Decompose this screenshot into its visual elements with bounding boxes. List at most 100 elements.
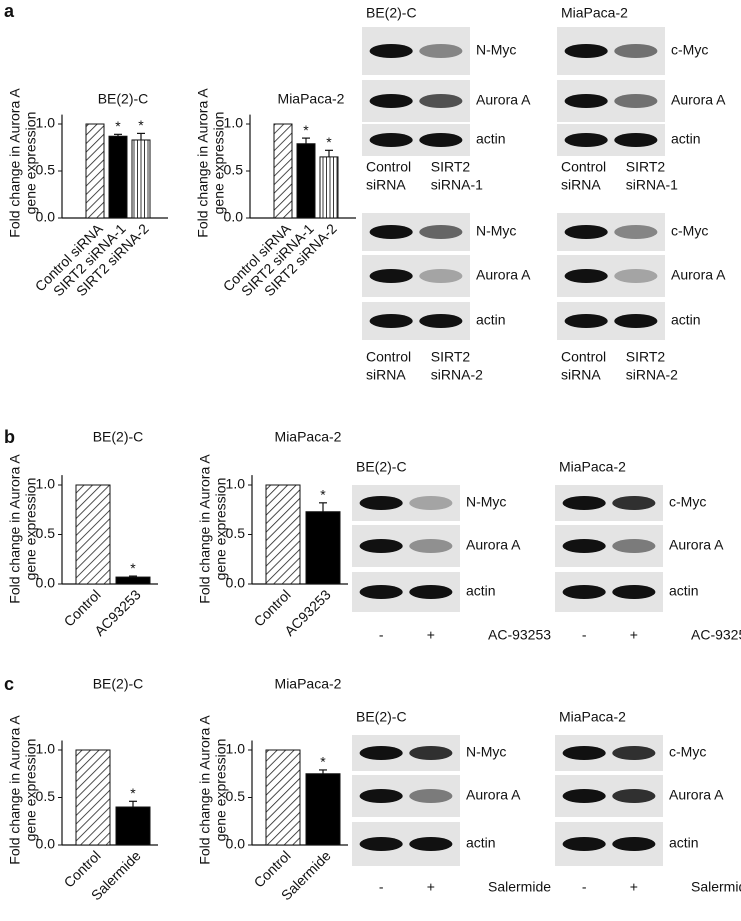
blot-band bbox=[419, 314, 463, 328]
lane-label: + bbox=[427, 879, 435, 895]
y-tick-label: 0.5 bbox=[36, 162, 56, 178]
blot-band bbox=[562, 539, 606, 553]
blot-band bbox=[564, 314, 608, 328]
blot-row-label: actin bbox=[476, 131, 506, 147]
y-tick-label: 0.0 bbox=[36, 836, 56, 852]
blot-row-label: Aurora A bbox=[669, 787, 724, 803]
chart-title: MiaPaca-2 bbox=[278, 91, 345, 107]
blot-title: BE(2)-C bbox=[356, 459, 407, 475]
blot-band bbox=[564, 94, 608, 108]
blot-row-label: c-Myc bbox=[669, 494, 706, 510]
lane-label: siRNA-1 bbox=[431, 177, 483, 193]
blot-band bbox=[359, 789, 403, 803]
lane-label: siRNA-2 bbox=[626, 367, 678, 383]
significance-label: * bbox=[130, 560, 136, 576]
blot-band bbox=[409, 585, 453, 599]
treatment-label: AC-93253 bbox=[691, 627, 741, 643]
y-tick-label: 1.0 bbox=[36, 115, 56, 131]
lane-label: siRNA bbox=[366, 367, 406, 383]
blot-band bbox=[369, 44, 413, 58]
blot-row-label: Aurora A bbox=[476, 267, 531, 283]
blot-row-label: c-Myc bbox=[671, 223, 708, 239]
blot-band bbox=[562, 837, 606, 851]
bar bbox=[108, 135, 128, 219]
panel-label: c bbox=[4, 674, 14, 694]
blot-band bbox=[612, 496, 656, 510]
bar bbox=[296, 143, 316, 219]
y-tick-label: 1.0 bbox=[224, 115, 244, 131]
treatment-label: AC-93253 bbox=[488, 627, 551, 643]
blot-row-label: actin bbox=[669, 835, 699, 851]
blot-band bbox=[419, 269, 463, 283]
blot-title: MiaPaca-2 bbox=[559, 459, 626, 475]
blot-band bbox=[612, 789, 656, 803]
blot-band bbox=[419, 225, 463, 239]
y-tick-label: 0.5 bbox=[226, 525, 246, 541]
lane-label: SIRT2 bbox=[626, 159, 666, 175]
y-axis-label: gene expression bbox=[23, 112, 39, 215]
panel-label: a bbox=[4, 1, 15, 21]
y-axis-label: Fold change in Aurora A bbox=[7, 715, 23, 865]
y-tick-label: 0.0 bbox=[36, 209, 56, 225]
significance-label: * bbox=[115, 118, 121, 134]
blot-row-label: actin bbox=[671, 131, 701, 147]
y-tick-label: 0.0 bbox=[36, 575, 56, 591]
blot-band bbox=[419, 133, 463, 147]
blot-row-label: Aurora A bbox=[476, 92, 531, 108]
y-axis-label: Fold change in Aurora A bbox=[195, 88, 211, 238]
y-axis-label: gene expression bbox=[213, 739, 229, 842]
blot-band bbox=[612, 585, 656, 599]
significance-label: * bbox=[130, 785, 136, 801]
blot-band bbox=[369, 225, 413, 239]
blot-row-label: c-Myc bbox=[671, 42, 708, 58]
blot-band bbox=[614, 314, 658, 328]
y-tick-label: 1.0 bbox=[226, 476, 246, 492]
blot-band bbox=[409, 496, 453, 510]
blot-row-label: actin bbox=[466, 583, 496, 599]
y-tick-label: 0.5 bbox=[224, 162, 244, 178]
lane-label: SIRT2 bbox=[626, 349, 666, 365]
blot-band bbox=[562, 746, 606, 760]
bar bbox=[319, 156, 339, 219]
blot-title: MiaPaca-2 bbox=[561, 5, 628, 21]
blot-band bbox=[359, 837, 403, 851]
lane-label: siRNA bbox=[561, 177, 601, 193]
blot-band bbox=[369, 314, 413, 328]
chart-title: MiaPaca-2 bbox=[275, 429, 342, 445]
lane-label: Control bbox=[561, 349, 606, 365]
blot-row-label: Aurora A bbox=[671, 267, 726, 283]
lane-label: Control bbox=[366, 159, 411, 175]
y-axis-label: Fold change in Aurora A bbox=[7, 88, 23, 238]
blot-band bbox=[562, 496, 606, 510]
blot-band bbox=[369, 133, 413, 147]
blot-band bbox=[409, 746, 453, 760]
blot-band bbox=[614, 133, 658, 147]
blot-row-label: actin bbox=[466, 835, 496, 851]
lane-label: + bbox=[427, 627, 435, 643]
lane-label: siRNA bbox=[561, 367, 601, 383]
bar bbox=[115, 806, 151, 846]
y-tick-label: 0.5 bbox=[226, 788, 246, 804]
blot-band bbox=[614, 94, 658, 108]
bar bbox=[265, 749, 301, 846]
bar bbox=[265, 484, 301, 585]
blot-row-label: Aurora A bbox=[466, 537, 521, 553]
blot-band bbox=[612, 837, 656, 851]
lane-label: Control bbox=[561, 159, 606, 175]
blot-band bbox=[564, 44, 608, 58]
y-axis-label: gene expression bbox=[23, 478, 39, 581]
blot-band bbox=[564, 225, 608, 239]
blot-band bbox=[359, 585, 403, 599]
blot-row-label: Aurora A bbox=[671, 92, 726, 108]
blot-band bbox=[562, 789, 606, 803]
y-tick-label: 0.0 bbox=[226, 836, 246, 852]
significance-label: * bbox=[303, 122, 309, 138]
blot-band bbox=[612, 539, 656, 553]
blot-band bbox=[409, 539, 453, 553]
significance-label: * bbox=[326, 134, 332, 150]
blot-band bbox=[419, 94, 463, 108]
bar bbox=[273, 123, 293, 219]
lane-label: SIRT2 bbox=[431, 159, 471, 175]
blot-band bbox=[359, 539, 403, 553]
